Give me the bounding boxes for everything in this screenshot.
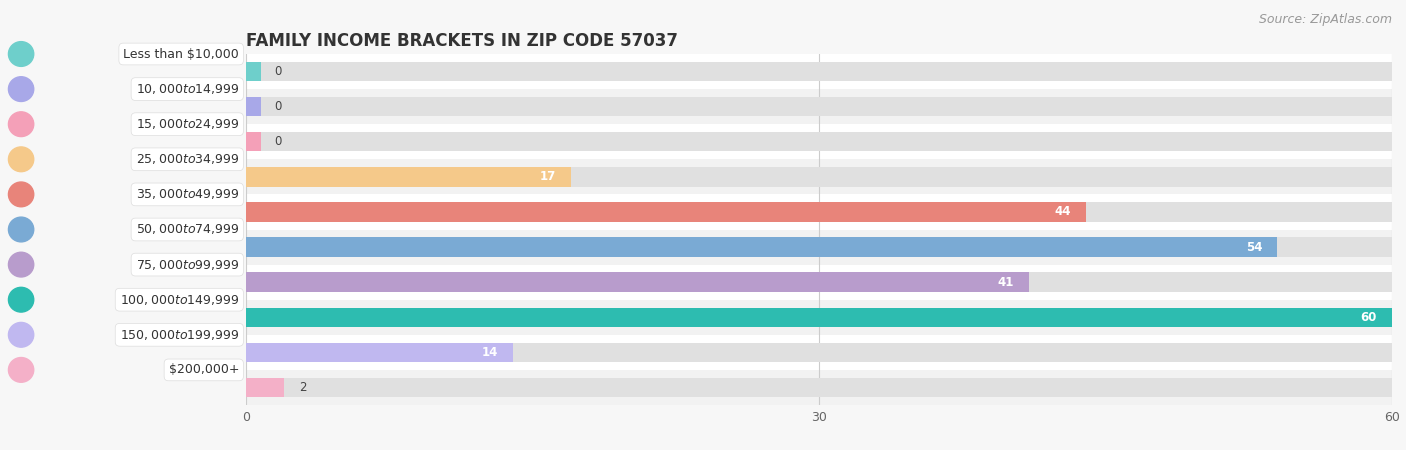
Text: 14: 14: [482, 346, 498, 359]
Bar: [246, 167, 1392, 186]
Bar: [246, 308, 1392, 327]
Bar: [246, 202, 1087, 221]
Bar: [246, 202, 1392, 221]
Bar: [246, 97, 262, 116]
Text: $10,000 to $14,999: $10,000 to $14,999: [135, 82, 239, 96]
Bar: [246, 300, 1392, 335]
Text: 0: 0: [274, 135, 283, 148]
Text: 44: 44: [1054, 206, 1071, 218]
Bar: [246, 378, 284, 397]
Text: 2: 2: [299, 381, 307, 394]
Bar: [246, 230, 1392, 265]
Bar: [246, 273, 1029, 292]
Bar: [246, 132, 262, 151]
Bar: [246, 265, 1392, 300]
Text: $100,000 to $149,999: $100,000 to $149,999: [120, 292, 239, 307]
Bar: [246, 194, 1392, 230]
Bar: [246, 62, 1392, 81]
Bar: [246, 238, 1392, 256]
Text: FAMILY INCOME BRACKETS IN ZIP CODE 57037: FAMILY INCOME BRACKETS IN ZIP CODE 57037: [246, 32, 678, 50]
Text: $25,000 to $34,999: $25,000 to $34,999: [135, 152, 239, 166]
Text: $75,000 to $99,999: $75,000 to $99,999: [135, 257, 239, 272]
Text: 41: 41: [997, 276, 1014, 288]
Bar: [246, 335, 1392, 370]
Bar: [246, 124, 1392, 159]
Text: 0: 0: [274, 100, 283, 113]
Text: Less than $10,000: Less than $10,000: [124, 48, 239, 60]
Text: $150,000 to $199,999: $150,000 to $199,999: [120, 328, 239, 342]
Bar: [246, 167, 571, 186]
Bar: [246, 378, 1392, 397]
Text: $200,000+: $200,000+: [169, 364, 239, 376]
Bar: [246, 343, 1392, 362]
Text: 54: 54: [1246, 241, 1263, 253]
Text: 17: 17: [538, 171, 555, 183]
Bar: [246, 308, 1392, 327]
Text: Source: ZipAtlas.com: Source: ZipAtlas.com: [1258, 14, 1392, 27]
Bar: [246, 238, 1278, 256]
Text: $15,000 to $24,999: $15,000 to $24,999: [135, 117, 239, 131]
Bar: [246, 54, 1392, 89]
Bar: [246, 132, 1392, 151]
Bar: [246, 62, 262, 81]
Text: $35,000 to $49,999: $35,000 to $49,999: [135, 187, 239, 202]
Bar: [246, 343, 513, 362]
Bar: [246, 370, 1392, 405]
Bar: [246, 97, 1392, 116]
Text: 0: 0: [274, 65, 283, 78]
Bar: [246, 89, 1392, 124]
Text: 60: 60: [1360, 311, 1376, 324]
Bar: [246, 273, 1392, 292]
Bar: [246, 159, 1392, 194]
Text: $50,000 to $74,999: $50,000 to $74,999: [135, 222, 239, 237]
